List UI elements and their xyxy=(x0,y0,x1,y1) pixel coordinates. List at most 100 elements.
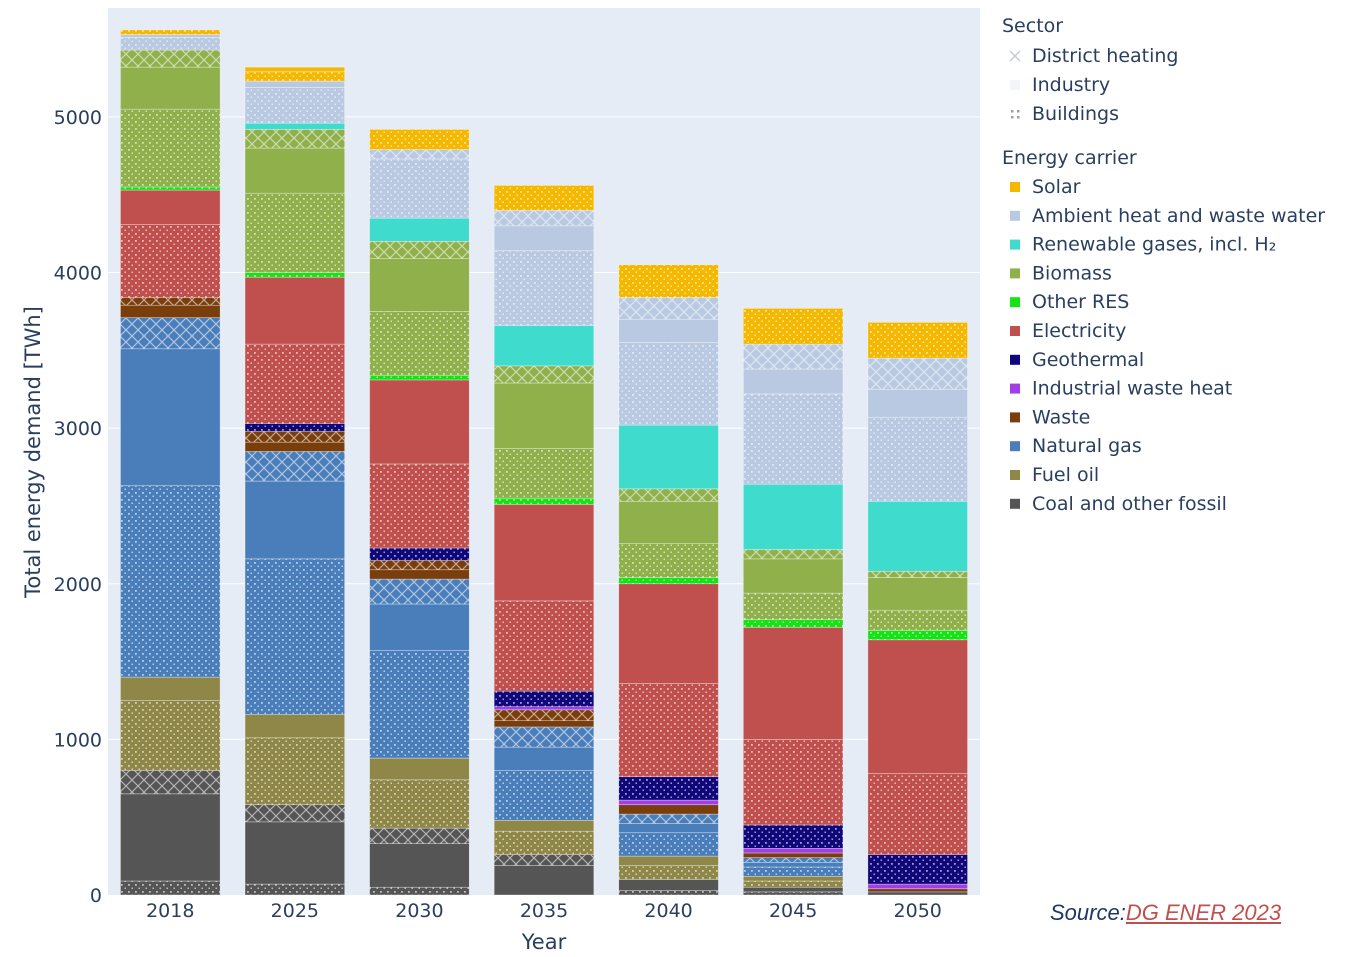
bar-segment-coal-and-other-fossil-industry[interactable] xyxy=(120,793,221,882)
bar-segment-fuel-oil-industry[interactable] xyxy=(493,820,595,832)
bar-segment-natural-gas-industry[interactable] xyxy=(369,603,470,651)
legend-item-waste[interactable]: Waste xyxy=(1010,406,1090,428)
bar-segment-ambient-heat-and-waste-water-industry[interactable] xyxy=(743,368,844,395)
legend-swatch xyxy=(1010,354,1020,365)
x-tick-label: 2030 xyxy=(395,900,443,922)
legend-item-other-res[interactable]: Other RES xyxy=(1010,291,1129,313)
bar-segment-coal-and-other-fossil-industry[interactable] xyxy=(618,879,719,891)
bar-segment-biomass-industry[interactable] xyxy=(369,258,470,312)
district-heating-pattern-overlay xyxy=(494,709,594,721)
x-tick-label: 2040 xyxy=(644,900,692,922)
bar-segment-waste-industry[interactable] xyxy=(120,304,221,318)
bar-segment-fuel-oil-industry[interactable] xyxy=(743,876,844,882)
bar-segment-biomass-industry[interactable] xyxy=(244,147,345,194)
legend-item-coal-and-other-fossil[interactable]: Coal and other fossil xyxy=(1010,493,1227,515)
bar-segment-biomass-industry[interactable] xyxy=(743,558,844,594)
bar-segment-waste-industry[interactable] xyxy=(369,569,470,580)
bar-segment-ambient-heat-and-waste-water-industry[interactable] xyxy=(493,225,595,252)
bar-segment-electricity-industry[interactable] xyxy=(120,189,221,225)
bar-segment-natural-gas-industry[interactable] xyxy=(743,862,844,868)
bar-segment-fuel-oil-industry[interactable] xyxy=(618,855,719,866)
legend-item-buildings[interactable]: Buildings xyxy=(1011,103,1119,125)
bar-segment-renewable-gases-incl-h-industry[interactable] xyxy=(618,424,719,490)
x-tick-label: 2018 xyxy=(146,900,194,922)
bar-segment-biomass-industry[interactable] xyxy=(867,577,968,611)
bar-segment-ambient-heat-and-waste-water-industry[interactable] xyxy=(244,80,345,88)
buildings-pattern-overlay xyxy=(494,250,594,326)
bar-segment-industrial-waste-heat-industry[interactable] xyxy=(618,799,719,806)
bar-segment-waste-industry[interactable] xyxy=(493,720,595,728)
bar-segment-ambient-heat-and-waste-water-industry[interactable] xyxy=(120,34,221,38)
bar-segment-natural-gas-industry[interactable] xyxy=(493,746,595,771)
bar-segment-natural-gas-industry[interactable] xyxy=(244,480,345,560)
bar-segment-coal-and-other-fossil-industry[interactable] xyxy=(743,886,844,893)
bar-segment-electricity-industry[interactable] xyxy=(369,379,470,465)
buildings-pattern-overlay xyxy=(494,448,594,499)
bar-segment-electricity-industry[interactable] xyxy=(618,583,719,684)
buildings-pattern-overlay xyxy=(618,776,719,801)
legend-item-biomass[interactable]: Biomass xyxy=(1010,262,1112,284)
legend-item-district-heating[interactable]: District heating xyxy=(1009,45,1179,67)
buildings-pattern-overlay xyxy=(120,485,221,678)
bar-segment-electricity-industry[interactable] xyxy=(493,504,595,602)
bar-segment-renewable-gases-incl-h-industry[interactable] xyxy=(867,500,968,572)
bar-segment-renewable-gases-incl-h-industry[interactable] xyxy=(369,217,470,242)
legend-label: Geothermal xyxy=(1032,349,1144,371)
legend-swatch xyxy=(1010,297,1020,308)
bar-segment-electricity-industry[interactable] xyxy=(743,627,844,740)
bar-segment-coal-and-other-fossil-industry[interactable] xyxy=(244,821,345,885)
bar-segment-waste-industry[interactable] xyxy=(244,441,345,452)
bar-segment-biomass-industry[interactable] xyxy=(493,382,595,449)
bar-segment-fuel-oil-industry[interactable] xyxy=(120,676,221,701)
x-axis-label: Year xyxy=(521,930,567,953)
bar-segment-renewable-gases-incl-h-industry[interactable] xyxy=(244,122,345,130)
legend-item-natural-gas[interactable]: Natural gas xyxy=(1010,435,1142,457)
bar-segment-electricity-industry[interactable] xyxy=(867,639,968,774)
district-heating-pattern-overlay xyxy=(743,549,843,559)
district-heating-pattern-overlay xyxy=(245,431,345,443)
bar-segment-ambient-heat-and-waste-water-industry[interactable] xyxy=(618,318,719,343)
buildings-pattern-overlay xyxy=(120,109,221,187)
bar-segment-biomass-industry[interactable] xyxy=(618,500,719,544)
bar-segment-industrial-waste-heat-industry[interactable] xyxy=(743,848,844,854)
bar-segment-waste-industry[interactable] xyxy=(743,852,844,858)
buildings-pattern-overlay xyxy=(369,129,470,150)
bar-segment-waste-industry[interactable] xyxy=(618,804,719,815)
legend-item-industry[interactable]: Industry xyxy=(1010,74,1110,96)
bar-segment-solar-industry[interactable] xyxy=(244,66,345,73)
buildings-pattern-overlay xyxy=(743,824,843,849)
source-link[interactable]: DG ENER 2023 xyxy=(1125,900,1282,925)
legend-swatch xyxy=(1010,326,1020,336)
legend-item-geothermal[interactable]: Geothermal xyxy=(1010,349,1144,371)
legend-swatch xyxy=(1010,210,1020,221)
buildings-pattern-overlay xyxy=(867,854,968,885)
legend-item-ambient-heat-and-waste-water[interactable]: Ambient heat and waste water xyxy=(1010,205,1325,227)
legend-item-industrial-waste-heat[interactable]: Industrial waste heat xyxy=(1010,378,1232,400)
bar-stack-2035 xyxy=(493,185,595,896)
buildings-pattern-overlay xyxy=(743,393,843,485)
district-heating-pattern-overlay xyxy=(120,770,221,794)
legend-carrier-title: Energy carrier xyxy=(1002,147,1137,169)
bar-segment-waste-industry[interactable] xyxy=(867,888,968,893)
bar-segment-coal-and-other-fossil-industry[interactable] xyxy=(867,891,968,896)
bar-segment-renewable-gases-incl-h-industry[interactable] xyxy=(743,483,844,550)
bar-segment-coal-and-other-fossil-industry[interactable] xyxy=(369,843,470,888)
legend-item-solar[interactable]: Solar xyxy=(1010,176,1081,198)
bar-segment-natural-gas-industry[interactable] xyxy=(120,348,221,487)
legend-label: Ambient heat and waste water xyxy=(1032,205,1325,227)
legend-item-electricity[interactable]: Electricity xyxy=(1010,320,1126,342)
bar-segment-biomass-industry[interactable] xyxy=(120,66,221,110)
y-tick-labels: 0 1000 2000 3000 4000 5000 xyxy=(54,107,102,907)
legend-item-fuel-oil[interactable]: Fuel oil xyxy=(1010,464,1099,486)
bar-segment-ambient-heat-and-waste-water-industry[interactable] xyxy=(867,388,968,418)
legend-item-renewable-gases-incl-h[interactable]: Renewable gases, incl. H₂ xyxy=(1010,234,1276,256)
bar-segment-natural-gas-industry[interactable] xyxy=(618,823,719,834)
bar-segment-electricity-industry[interactable] xyxy=(244,276,345,345)
bar-segment-fuel-oil-industry[interactable] xyxy=(369,757,470,781)
bar-segment-fuel-oil-industry[interactable] xyxy=(244,714,345,739)
bar-segment-renewable-gases-incl-h-industry[interactable] xyxy=(493,325,595,367)
bar-segment-industrial-waste-heat-industry[interactable] xyxy=(493,706,595,711)
buildings-pattern-overlay xyxy=(618,543,719,578)
bar-segment-coal-and-other-fossil-industry[interactable] xyxy=(493,865,595,896)
bar-segment-industrial-waste-heat-industry[interactable] xyxy=(867,883,968,890)
